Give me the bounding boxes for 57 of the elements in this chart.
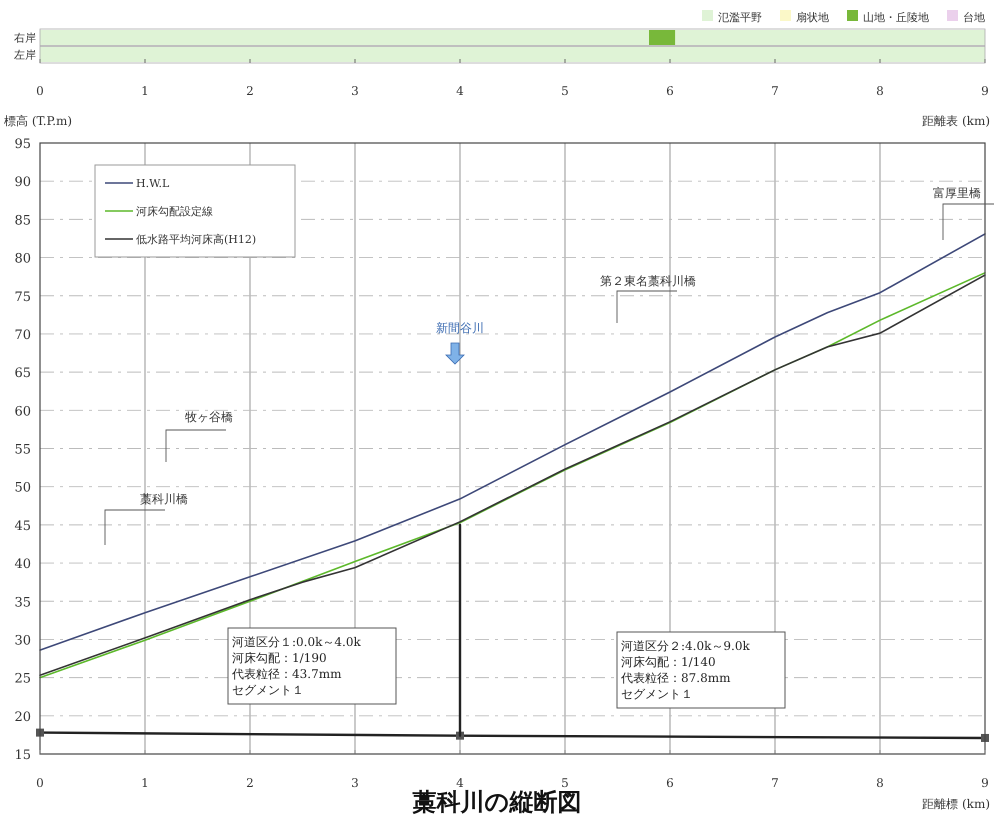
annotation: 第２東名藁科川橋 xyxy=(600,274,696,288)
annotation: 新間谷川 xyxy=(436,321,484,335)
y-tick-label: 30 xyxy=(14,633,31,648)
x-tick-label: 8 xyxy=(876,776,884,790)
x-tick-label: 2 xyxy=(246,84,254,98)
y-tick-label: 90 xyxy=(14,175,31,190)
y-tick-label: 左岸 xyxy=(14,48,36,62)
x-tick-label: 9 xyxy=(981,776,989,790)
legend-label: 山地・丘陵地 xyxy=(863,11,929,24)
legend-label: H.W.L xyxy=(136,177,170,190)
legend-label: 河床勾配設定線 xyxy=(136,205,213,218)
y-tick-label: 50 xyxy=(14,480,31,496)
x-tick-label: 7 xyxy=(771,776,779,790)
y-tick-label: 25 xyxy=(14,672,31,687)
annotation: 河道区分１:0.0k～4.0k 河床勾配：1/190 代表粒径：43.7mm セグメント１ xyxy=(231,635,362,697)
x-tick-label: 9 xyxy=(981,84,989,98)
x-tick-label: 0 xyxy=(36,84,44,98)
annotation: 河道区分２:4.0k～9.0k 河床勾配：1/140 代表粒径：87.8mm セグメント１ xyxy=(620,639,750,701)
legend-label: 氾濫平野 xyxy=(718,11,762,24)
annotation: 牧ヶ谷橋 xyxy=(185,410,233,424)
x-tick-label: 6 xyxy=(666,84,674,98)
x-tick-label: 1 xyxy=(141,84,149,98)
y-tick-label: 65 xyxy=(14,366,31,382)
x-tick-label: 4 xyxy=(456,84,464,98)
text: 藁科川の縦断図 xyxy=(412,787,582,816)
legend-label: 扇状地 xyxy=(796,11,829,24)
y-tick-label: 35 xyxy=(14,595,31,610)
y-axis-title: 標高 (T.P.m) xyxy=(4,114,72,128)
y-tick-label: 60 xyxy=(14,404,31,420)
y-tick-label: 15 xyxy=(14,748,31,763)
x-tick-label: 1 xyxy=(141,776,149,790)
annotation: 藁科川橋 xyxy=(140,492,188,506)
legend-label: 低水路平均河床高(H12) xyxy=(136,233,256,246)
x-tick-label: 5 xyxy=(561,776,569,790)
y-tick-label: 75 xyxy=(14,290,31,305)
annotation: 富厚里橋 xyxy=(933,186,981,200)
x-axis-title: 距離標 (km) xyxy=(922,797,990,811)
y-tick-label: 95 xyxy=(14,137,31,152)
x-tick-label: 3 xyxy=(351,776,359,790)
x-tick-label: 0 xyxy=(36,776,44,790)
legend-label: 台地 xyxy=(963,11,985,24)
x-tick-label: 2 xyxy=(246,776,254,790)
x-axis-title: 距離表 (km) xyxy=(922,114,990,128)
y-tick-label: 85 xyxy=(14,213,31,228)
y-tick-label: 40 xyxy=(14,557,31,572)
y-tick-label: 右岸 xyxy=(14,32,36,44)
x-tick-label: 7 xyxy=(771,84,779,98)
x-tick-label: 6 xyxy=(666,776,674,790)
y-tick-label: 70 xyxy=(14,328,31,343)
y-tick-label: 45 xyxy=(14,518,31,534)
y-tick-label: 80 xyxy=(14,252,31,267)
x-tick-label: 5 xyxy=(561,84,569,98)
x-tick-label: 8 xyxy=(876,84,884,98)
x-tick-label: 3 xyxy=(351,84,359,98)
x-tick-label: 4 xyxy=(456,776,464,790)
y-tick-label: 20 xyxy=(14,710,31,725)
y-tick-label: 55 xyxy=(14,442,31,458)
